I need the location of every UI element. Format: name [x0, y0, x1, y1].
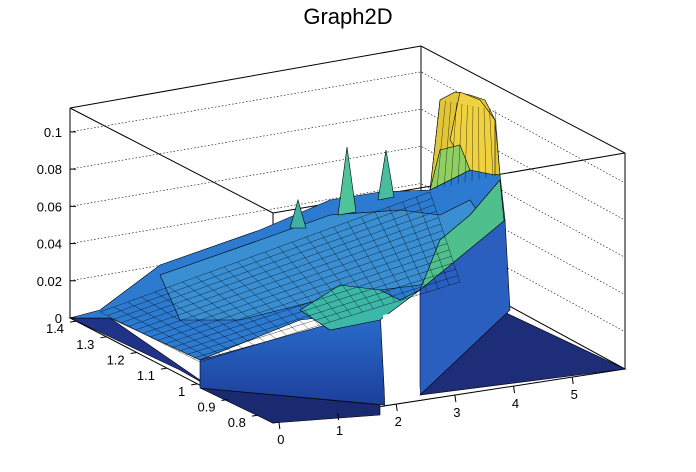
- y-tick-mark: [191, 383, 198, 386]
- y-axis: 0.8 0.9 1 1.1 1.2 1.3 1.4: [46, 320, 258, 430]
- x-tick-mark: [571, 377, 574, 385]
- x-tick-label: 0: [277, 432, 284, 447]
- x-axis: 0 1 2 3 4 5: [277, 377, 578, 447]
- y-tick-mark: [69, 320, 77, 323]
- mesh-line: [171, 256, 452, 348]
- surface-gap: [383, 310, 420, 405]
- mesh-line: [99, 191, 431, 313]
- surface-spike-1: [289, 198, 307, 229]
- mesh-line: [471, 105, 474, 182]
- surface-spike-2: [337, 146, 357, 216]
- mesh-line: [199, 281, 461, 363]
- mesh-line: [494, 109, 501, 176]
- mesh-line: [121, 211, 437, 323]
- x-tick-mark: [337, 413, 340, 421]
- x-tick-mark: [513, 386, 516, 394]
- z-axis: 0 0.02 0.04 0.06 0.08 0.1: [37, 125, 76, 326]
- y-tick-label: 1: [178, 384, 185, 399]
- mesh-line: [464, 104, 468, 183]
- y-tick-label: 1.4: [46, 321, 64, 336]
- y-tick-label: 1.2: [107, 352, 125, 367]
- mesh-line: [457, 103, 463, 185]
- z-tick-label: 0.08: [37, 162, 62, 177]
- mesh-line: [443, 101, 452, 188]
- mesh-line: [128, 217, 439, 327]
- mesh-line: [149, 236, 446, 338]
- x-tick-label: 1: [336, 423, 343, 438]
- z-tick-label: 0.1: [44, 125, 62, 140]
- x-tick-mark: [395, 404, 398, 412]
- mesh-line: [185, 268, 456, 356]
- y-tick-mark: [130, 351, 137, 354]
- x-tick-label: 5: [571, 387, 578, 402]
- x-tick-label: 2: [395, 414, 402, 429]
- y-tick-mark: [100, 336, 107, 339]
- z-tick-label: 0.06: [37, 199, 62, 214]
- z-tick-label: 0.02: [37, 274, 62, 289]
- surface-mesh: [99, 99, 501, 363]
- mesh-line: [114, 204, 435, 320]
- mesh-line: [478, 106, 480, 180]
- mesh-line: [135, 223, 441, 331]
- surface-right-wall: [419, 219, 511, 396]
- x-tick-label: 4: [512, 396, 519, 411]
- mesh-line: [192, 275, 458, 359]
- mesh-line: [429, 99, 441, 191]
- mesh-line: [142, 230, 443, 334]
- x-tick-mark: [454, 395, 457, 403]
- mesh-line: [164, 249, 450, 345]
- y-tick-mark: [251, 414, 258, 417]
- x-tick-label: 3: [453, 405, 460, 420]
- y-tick-mark: [221, 398, 228, 401]
- mesh-line: [107, 198, 433, 316]
- x-tick-mark: [278, 422, 281, 430]
- surface: [69, 91, 627, 424]
- y-tick-mark: [160, 367, 168, 370]
- z-tick-label: 0.04: [37, 237, 62, 252]
- mesh-line: [178, 262, 454, 352]
- surface-spike-3: [377, 149, 395, 201]
- mesh-line: [436, 100, 446, 189]
- surface-floor-front: [199, 387, 381, 424]
- mesh-line: [450, 102, 457, 186]
- surface-hill-green: [299, 284, 421, 331]
- y-tick-label: 1.3: [76, 337, 94, 352]
- mesh-line: [489, 108, 494, 177]
- mesh-line: [157, 243, 448, 341]
- y-tick-label: 0.9: [197, 399, 215, 414]
- y-tick-label: 0.8: [228, 415, 246, 430]
- chart-title: Graph2D: [303, 4, 393, 29]
- z-tick-label: 0: [55, 311, 62, 326]
- y-tick-label: 1.1: [137, 368, 155, 383]
- mesh-line: [483, 107, 487, 179]
